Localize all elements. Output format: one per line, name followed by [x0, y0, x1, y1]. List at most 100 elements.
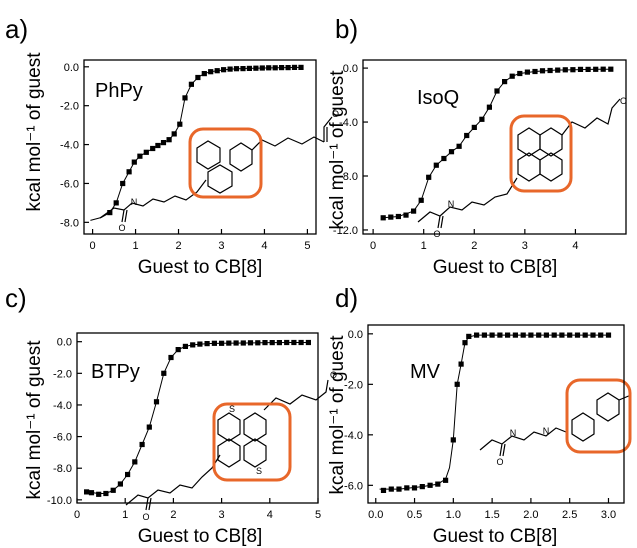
data-point [562, 67, 568, 73]
x-tick-label: 0 [370, 240, 376, 252]
data-point [450, 437, 456, 443]
data-point [259, 65, 265, 71]
guest-name: PhPy [95, 80, 143, 102]
y-axis-label-text: kcal mol⁻¹ of guest [327, 70, 348, 230]
data-point [113, 200, 119, 206]
panel-label: a) [5, 14, 28, 44]
y-tick-label: -4.0 [339, 117, 358, 129]
data-point [153, 399, 160, 405]
data-point [175, 347, 181, 353]
y-tick-label: -8.0 [339, 171, 358, 183]
data-point [585, 66, 591, 72]
linker-chain [99, 179, 207, 219]
y-tick-label: -6.0 [344, 480, 363, 492]
isoquinoline-ring-3 [517, 152, 541, 182]
data-point [427, 482, 433, 488]
y-axis-label-text: kcal mol⁻¹ of guest [24, 52, 45, 212]
guest-name: IsoQ [417, 87, 459, 109]
data-point [137, 153, 143, 159]
structure-inset: N O O [417, 96, 627, 239]
data-point [479, 116, 485, 122]
x-tick-label: 1.0 [446, 509, 461, 521]
data-point [240, 340, 246, 346]
y-axis-label: kcal mol⁻¹ of guest [24, 340, 45, 500]
y-tick-label: -12.0 [333, 225, 358, 237]
data-point [404, 485, 410, 491]
y-tick-label: -2.0 [344, 379, 363, 391]
x-tick-label: 3 [219, 509, 225, 521]
x-tick-label: 2.5 [562, 509, 577, 521]
data-point [486, 104, 492, 110]
data-point [266, 65, 272, 71]
data-point [291, 339, 297, 346]
data-point [598, 332, 604, 338]
data-point [517, 70, 523, 77]
data-point [188, 81, 194, 87]
data-point [226, 340, 232, 346]
cb8-cage-icon [212, 402, 292, 482]
data-point [298, 64, 304, 70]
data-point [276, 340, 282, 346]
data-point [458, 361, 464, 367]
y-tick-label: -6.0 [53, 432, 72, 444]
benzothiazole-ring-2 [243, 438, 267, 468]
amide-nitrogen: N [510, 428, 517, 438]
x-tick-label: 1 [132, 240, 138, 252]
data-point [262, 340, 268, 346]
data-point [403, 212, 409, 218]
x-axis-label: Guest to CB[8] [138, 257, 263, 278]
data-point [279, 65, 285, 71]
data-point [411, 485, 418, 491]
lower-ring [207, 164, 233, 194]
acrylamide-group [499, 443, 506, 457]
x-tick-label: 4 [267, 509, 273, 521]
benzene-ring [196, 140, 221, 170]
y-tick-label: -2.0 [60, 101, 79, 113]
data-point [505, 332, 511, 338]
data-point [227, 66, 233, 72]
data-point [155, 142, 161, 149]
data-point [454, 381, 460, 387]
data-point [298, 339, 304, 346]
data-point [539, 68, 546, 74]
data-point [182, 95, 188, 101]
data-point [190, 342, 196, 348]
panel-label: d) [335, 283, 358, 313]
data-point [497, 332, 503, 338]
data-point [126, 169, 132, 175]
y-tick-label: -2.0 [53, 368, 72, 380]
data-point [255, 340, 261, 346]
x-tick-label: 2 [170, 509, 176, 521]
y-axis-label: kcal mol⁻¹ of guest [327, 70, 348, 230]
x-tick-label: 3.0 [601, 509, 616, 521]
data-point [520, 332, 526, 338]
data-point [418, 197, 424, 203]
data-point [567, 332, 573, 338]
data-point [219, 340, 225, 346]
data-point [502, 79, 508, 85]
data-point [466, 333, 472, 339]
data-point [211, 340, 217, 346]
amide-nitrogen: N [448, 199, 455, 209]
sulfur-atom: S [229, 404, 235, 414]
x-tick-label: 2 [471, 240, 477, 252]
data-point [509, 73, 515, 79]
data-point [240, 66, 246, 72]
pyridinium-nitrogen: N [543, 426, 550, 436]
data-point [285, 65, 291, 71]
data-point [582, 332, 588, 338]
amide-oxygen: O [118, 223, 125, 233]
isoquinoline-ring-4 [539, 152, 563, 182]
data-point [411, 208, 417, 214]
data-point [471, 124, 477, 130]
structure-inset: N O O [99, 109, 339, 233]
panel-label: b) [335, 14, 358, 44]
data-point [272, 65, 278, 71]
data-point [131, 159, 137, 165]
x-tick-label: 0.0 [368, 509, 383, 521]
data-point [419, 484, 425, 490]
plot-frame [367, 324, 625, 504]
x-axis-label: Guest to CB[8] [433, 526, 558, 547]
data-point [605, 332, 612, 338]
